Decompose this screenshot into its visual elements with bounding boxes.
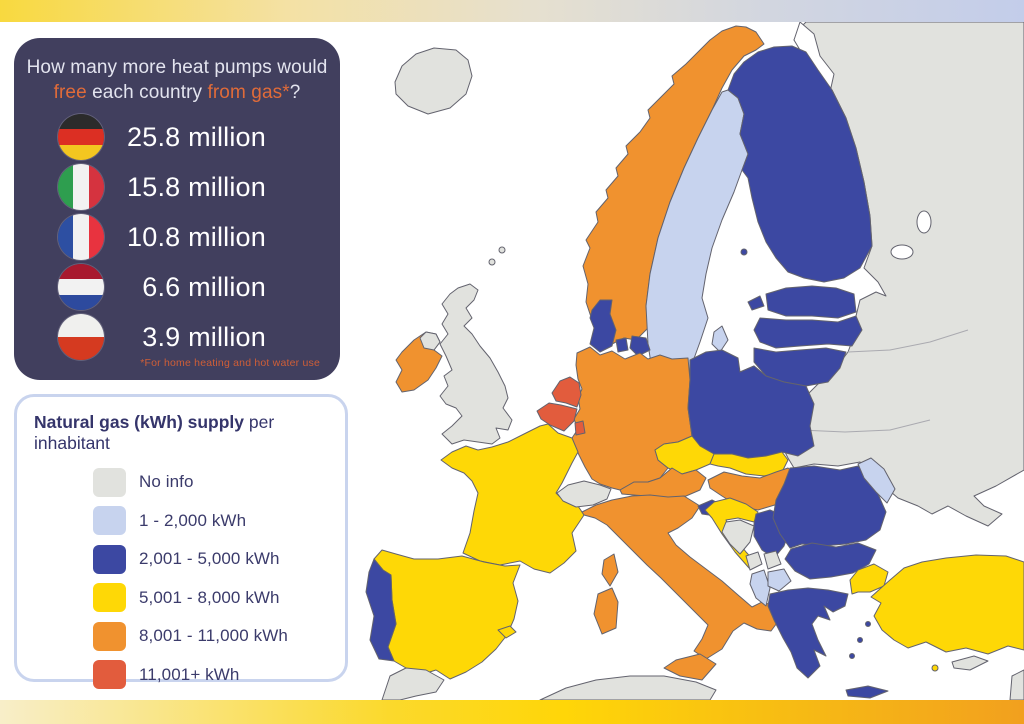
country-aegean-island-3	[849, 653, 855, 659]
germany-flag-icon	[58, 114, 104, 161]
legend-title: Natural gas (kWh) supply per inhabitant	[34, 412, 275, 453]
list-item-netherlands: 6.6 million	[14, 262, 340, 312]
country-algeria-tunisia	[539, 675, 717, 701]
country-crete	[845, 685, 889, 699]
country-corsica	[601, 553, 619, 587]
country-iceland	[394, 47, 473, 115]
country-lithuania	[753, 347, 847, 387]
country-rhodes	[931, 664, 939, 672]
country-morocco	[381, 667, 445, 701]
country-saaremaa-island	[747, 295, 765, 311]
panel-title: How many more heat pumps would free each…	[14, 38, 340, 105]
country-montenegro	[745, 551, 763, 571]
italy-value: 15.8 million	[127, 171, 266, 202]
country-northern-ireland	[419, 331, 441, 351]
country-sardinia	[593, 587, 619, 635]
country-zealand-island	[629, 335, 651, 357]
legend-label: 11,001+ kWh	[139, 664, 240, 684]
panel-title-line2: free each country from gas*?	[53, 82, 301, 104]
legend-label: 8,001 - 11,000 kWh	[139, 626, 288, 646]
country-spain	[373, 549, 521, 680]
bottom-gradient-bar	[0, 700, 1024, 724]
legend-item-8001-11000: 8,001 - 11,000 kWh	[17, 617, 345, 656]
border-belarus-russia	[847, 329, 969, 353]
11001-plus-swatch	[93, 660, 126, 690]
country-kosovo	[763, 550, 782, 570]
list-item-poland: 3.9 million	[14, 312, 340, 362]
country-finland	[727, 45, 873, 283]
country-bosnia	[721, 519, 755, 555]
country-luxembourg	[574, 420, 586, 436]
country-funen-island	[615, 337, 629, 353]
country-sicily	[663, 653, 717, 681]
country-aegean-island-1	[857, 637, 863, 643]
country-gotland-island	[711, 325, 729, 353]
country-united-kingdom	[439, 283, 513, 445]
legend-label: No info	[139, 472, 194, 492]
country-cyprus	[951, 655, 989, 671]
poland-value: 3.9 million	[142, 321, 266, 352]
country-aland-island	[740, 248, 748, 256]
country-greece	[767, 587, 849, 679]
top-gradient-bar	[0, 0, 1024, 22]
legend-label: 5,001 - 8,000 kWh	[139, 587, 280, 607]
country-denmark	[589, 299, 617, 353]
country-turkey-thrace	[849, 563, 889, 595]
8001-11000-swatch	[93, 621, 126, 651]
france-flag-icon	[58, 214, 104, 261]
country-aegean-island-2	[865, 621, 871, 627]
lake-onega	[916, 210, 932, 234]
panel-title-line1: How many more heat pumps would	[26, 57, 328, 78]
legend-label: 1 - 2,000 kWh	[139, 510, 247, 530]
country-latvia	[753, 315, 863, 349]
legend-item-2001-5000: 2,001 - 5,000 kWh	[17, 540, 345, 579]
list-item-italy: 15.8 million	[14, 162, 340, 212]
country-shetland-islands	[498, 246, 506, 254]
lake-ladoga	[890, 244, 914, 260]
country-syria-coast	[1009, 669, 1024, 701]
country-albania	[749, 569, 771, 607]
footnote: *For home heating and hot water use	[140, 357, 320, 369]
country-belgium	[536, 402, 578, 432]
country-netherlands	[551, 376, 582, 408]
poland-flag-icon	[58, 314, 104, 361]
country-north-macedonia	[767, 568, 792, 592]
legend-item-1-2000: 1 - 2,000 kWh	[17, 502, 345, 541]
heat-pump-panel: How many more heat pumps would free each…	[14, 38, 340, 380]
map-legend: Natural gas (kWh) supply per inhabitant …	[14, 394, 348, 690]
list-item-germany: 25.8 million	[14, 112, 340, 162]
germany-value: 25.8 million	[127, 121, 266, 152]
5001-8000-swatch	[93, 583, 126, 613]
list-item-france: 10.8 million	[14, 212, 340, 262]
legend-item-no-info: No info	[17, 463, 345, 502]
country-romania	[772, 465, 887, 549]
border-belarus-ukraine	[799, 419, 931, 433]
country-switzerland	[556, 480, 612, 508]
legend-items: No info 1 - 2,000 kWh 2,001 - 5,000 kWh …	[17, 463, 345, 694]
france-value: 10.8 million	[127, 221, 266, 252]
legend-label: 2,001 - 5,000 kWh	[139, 549, 280, 569]
country-orkney-islands	[488, 258, 496, 266]
country-portugal	[365, 558, 397, 662]
legend-item-5001-8000: 5,001 - 8,000 kWh	[17, 579, 345, 618]
1-2000-swatch	[93, 506, 126, 536]
netherlands-flag-icon	[58, 264, 104, 311]
country-estonia	[765, 285, 857, 319]
legend-item-11001-plus: 11,001+ kWh	[17, 656, 345, 695]
country-balearic-islands	[497, 625, 517, 639]
country-france	[440, 423, 585, 574]
2001-5000-swatch	[93, 544, 126, 574]
country-turkey	[870, 554, 1024, 655]
country-values-list: 25.8 million 15.8 million 10.8 million 6…	[14, 112, 340, 362]
italy-flag-icon	[58, 164, 104, 211]
no-info-swatch	[93, 467, 126, 497]
country-moldova	[857, 457, 896, 504]
netherlands-value: 6.6 million	[142, 271, 266, 302]
